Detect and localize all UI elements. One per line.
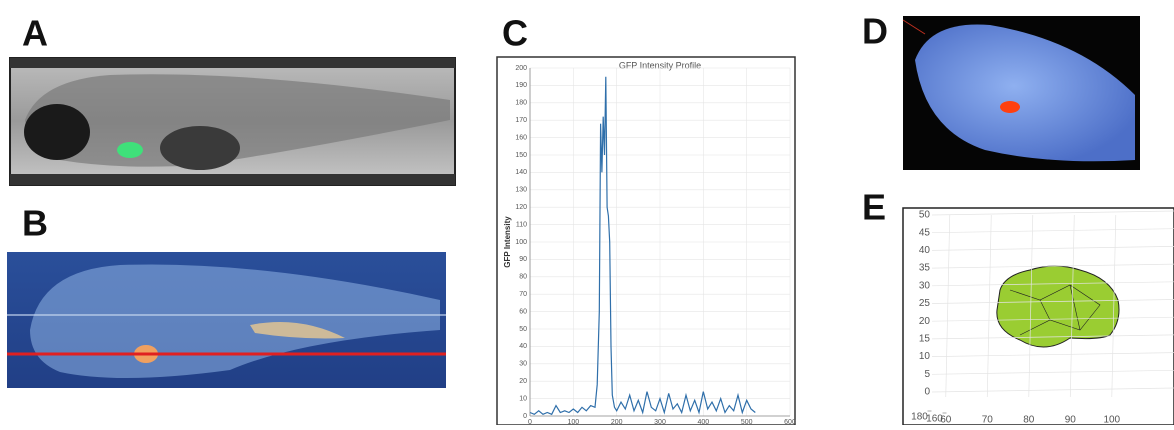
panel-label: D	[862, 11, 888, 52]
grid-line	[931, 281, 1174, 287]
z-tick-label: 30	[919, 280, 931, 291]
z-tick-label: 50	[919, 210, 931, 221]
y-tick-label: 30	[519, 361, 527, 368]
y-tick-label: 170	[515, 117, 527, 124]
panel-label: A	[22, 13, 48, 54]
grid-line	[931, 263, 1174, 269]
z-tick-label: 15	[919, 334, 931, 345]
y-tick-label: 110	[516, 221, 527, 228]
grid-line	[931, 210, 1174, 216]
grid-line	[1028, 214, 1034, 398]
grid-line	[931, 369, 1174, 375]
grid-line	[931, 387, 1174, 393]
y-tick-label: 0	[523, 413, 527, 420]
y-tick-label: 100	[515, 239, 527, 246]
y-tick-label: 50	[519, 326, 527, 333]
y-tick-label: 60	[519, 308, 527, 315]
y-tick-label: 180	[911, 412, 928, 423]
x-tick-label: 70	[982, 415, 994, 425]
x-tick-label: 600	[784, 419, 796, 425]
x-tick-label: 60	[940, 415, 952, 425]
x-tick-label: 500	[741, 419, 753, 425]
grid-line	[931, 352, 1174, 357]
z-tick-label: 20	[919, 316, 931, 327]
y-tick-label: 90	[519, 256, 527, 263]
panel-c-frame	[496, 56, 796, 426]
x-tick-label: 100	[1103, 415, 1120, 425]
y-tick-label: 160	[926, 414, 943, 425]
x-tick-label: 300	[654, 419, 666, 425]
grid-line	[931, 228, 1174, 234]
grid-line	[986, 214, 992, 398]
y-tick-label: 140	[515, 169, 527, 176]
grid-line	[1111, 214, 1117, 398]
y-tick-label: 160	[515, 134, 527, 141]
chart-title: GFP Intensity Profile	[619, 60, 701, 70]
x-tick-label: 200	[611, 419, 623, 425]
grid-line	[931, 299, 1174, 304]
y-tick-label: 70	[519, 291, 527, 298]
z-tick-label: 35	[919, 263, 931, 274]
grid-line	[931, 246, 1174, 251]
y-axis-label: GFP Intensity	[503, 216, 512, 268]
y-tick-label: 180	[515, 100, 527, 107]
z-tick-label: 45	[919, 227, 931, 238]
x-tick-label: 0	[528, 419, 532, 425]
y-tick-label: 10	[519, 395, 527, 402]
y-tick-label: 130	[515, 187, 527, 194]
z-tick-label: 40	[919, 245, 931, 256]
x-tick-label: 80	[1023, 415, 1035, 425]
panel-label: B	[22, 203, 48, 244]
panel-b-image	[7, 252, 446, 388]
y-tick-label: 200	[515, 65, 527, 72]
grid-line	[1069, 214, 1075, 398]
panel-label: E	[862, 187, 886, 228]
y-tick-label: 190	[515, 82, 527, 89]
x-tick-label: 90	[1065, 415, 1077, 425]
data-line	[529, 76, 756, 416]
y-tick-label: 150	[515, 152, 527, 159]
x-tick-label: 400	[697, 419, 709, 425]
z-tick-label: 10	[919, 351, 931, 362]
panel-a-image	[9, 57, 456, 186]
panel-d-image	[902, 16, 1140, 170]
y-tick-label: 120	[515, 204, 527, 211]
z-tick-label: 0	[924, 387, 930, 398]
panel-label: C	[502, 13, 528, 54]
grid-line	[931, 316, 1174, 322]
z-tick-label: 5	[924, 369, 930, 380]
grid-line	[931, 334, 1174, 340]
z-tick-label: 25	[919, 298, 931, 309]
x-tick-label: 100	[567, 419, 579, 425]
y-tick-label: 80	[519, 274, 527, 281]
grid-line	[945, 214, 951, 398]
y-tick-label: 20	[519, 378, 527, 385]
panel-e-frame	[902, 207, 1174, 426]
y-tick-label: 40	[519, 343, 527, 350]
